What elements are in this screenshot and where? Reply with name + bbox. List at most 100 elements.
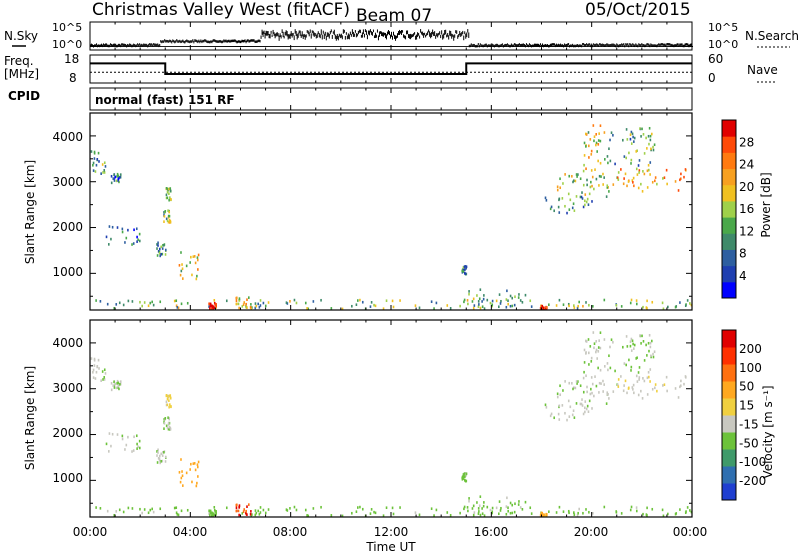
- station-title: Christmas Valley West (fitACF): [92, 0, 350, 20]
- nsearch-sample: [468, 46, 470, 47]
- velocity-cell: [585, 508, 587, 511]
- nsky-sample: [461, 32, 463, 36]
- nsearch-sample: [330, 46, 332, 47]
- velocity-cell: [161, 454, 164, 457]
- power-cell: [679, 177, 682, 181]
- nsky-sample: [653, 44, 655, 47]
- nsky-sample: [323, 33, 325, 39]
- nsearch-sample: [423, 46, 425, 47]
- power-cell: [597, 159, 599, 163]
- nsky-sample: [377, 35, 379, 41]
- nsky-sample: [435, 35, 437, 39]
- nsearch-sample: [559, 46, 561, 47]
- velocity-cell: [341, 514, 344, 518]
- nsky-sample: [100, 44, 102, 47]
- nsky-sample: [663, 43, 665, 47]
- nsky-sample: [217, 40, 219, 43]
- velocity-cell: [650, 354, 652, 358]
- nsky-sample: [385, 34, 387, 40]
- power-cell: [562, 182, 564, 185]
- nsky-sample: [579, 44, 581, 47]
- power-cell: [119, 176, 121, 179]
- nsearch-sample: [594, 46, 596, 47]
- power-cell: [167, 216, 170, 219]
- power-cell: [495, 299, 498, 303]
- velocity-cell: [118, 508, 121, 512]
- nsky-sample: [289, 33, 291, 39]
- colorbar-swatch: [722, 483, 736, 501]
- nsky-sample: [224, 40, 226, 43]
- nsky-sample: [245, 40, 247, 44]
- nsky-sample: [407, 30, 409, 35]
- colorbar-swatch: [722, 200, 736, 218]
- nsearch-sample: [339, 46, 341, 47]
- nsearch-sample: [639, 46, 641, 47]
- nsearch-sample: [259, 46, 261, 47]
- nsearch-sample: [385, 46, 387, 47]
- nsky-sample: [101, 43, 103, 47]
- velocity-cell: [656, 389, 658, 393]
- nsky-sample: [203, 39, 205, 43]
- velocity-cell: [131, 507, 134, 510]
- nsky-sample: [493, 44, 495, 48]
- nsky-sample: [176, 39, 178, 42]
- velocity-cell: [215, 513, 217, 516]
- power-cell: [196, 274, 198, 278]
- nsearch-sample: [128, 46, 130, 47]
- nsearch-sample: [689, 46, 691, 47]
- power-cell: [156, 254, 159, 257]
- velocity-cell: [479, 495, 482, 498]
- nsearch-sample: [326, 46, 328, 47]
- nsky-sample: [253, 39, 255, 42]
- velocity-cell: [662, 514, 665, 518]
- nsky-sample: [414, 32, 416, 35]
- velocity-cell: [167, 421, 170, 425]
- power-cell: [519, 299, 522, 302]
- nsearch-sample: [523, 46, 525, 47]
- nsky-sample: [552, 43, 554, 46]
- nsearch-sample: [182, 46, 184, 47]
- nsky-sample: [174, 40, 176, 44]
- power-cell: [581, 197, 584, 200]
- nsky-sample: [295, 31, 297, 36]
- power-cell: [185, 264, 188, 268]
- power-cell: [630, 158, 633, 162]
- velocity-cell: [564, 411, 566, 415]
- nsearch-sample: [561, 46, 563, 47]
- velocity-cell: [465, 472, 468, 476]
- power-cell: [125, 236, 128, 240]
- nsky-sample: [182, 39, 184, 43]
- velocity-cell: [637, 393, 640, 397]
- nsky-sample: [656, 44, 658, 48]
- power-cell: [649, 161, 652, 164]
- power-cell: [136, 240, 138, 243]
- nsearch-sample: [374, 46, 376, 47]
- nsearch-sample: [281, 46, 283, 47]
- nsearch-sample: [671, 46, 673, 47]
- nsky-label: N.Sky: [4, 29, 38, 43]
- nsearch-sample: [225, 46, 227, 47]
- power-cell: [604, 158, 606, 161]
- velocity-cell: [518, 500, 520, 503]
- nsky-sample: [310, 33, 312, 39]
- power-cell: [633, 136, 636, 140]
- nsearch-sample: [409, 46, 411, 47]
- velocity-cell: [498, 512, 500, 516]
- nsky-sample: [544, 44, 546, 47]
- velocity-cell: [117, 386, 119, 389]
- nsky-sample: [433, 32, 435, 36]
- velocity-cell: [622, 345, 624, 349]
- velocity-cell: [468, 497, 470, 500]
- velocity-cell: [574, 386, 577, 390]
- nsearch-sample: [590, 46, 592, 47]
- nsearch-sample: [452, 46, 454, 47]
- velocity-cell: [189, 468, 191, 471]
- nsearch-sample: [286, 46, 288, 47]
- nsky-sample: [170, 39, 172, 43]
- nsky-sample: [580, 44, 582, 48]
- power-cell: [595, 141, 598, 145]
- nsearch-sample: [687, 46, 689, 47]
- nsky-sample: [424, 32, 426, 36]
- nsky-sample: [526, 44, 528, 47]
- power-cell: [635, 167, 638, 171]
